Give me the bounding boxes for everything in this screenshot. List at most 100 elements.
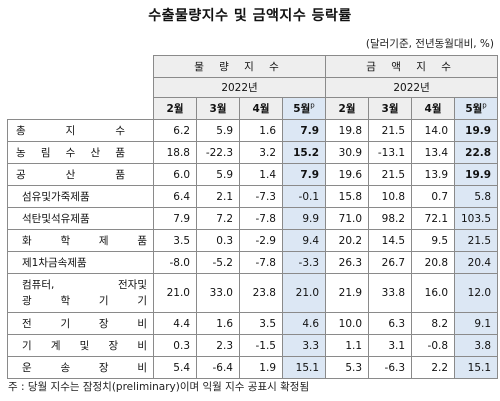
month-label: 5월 (465, 103, 483, 115)
value-cell: 3.8 (454, 334, 499, 357)
value-cell: 3.1 (368, 334, 413, 357)
row-label-text: 농 림 수 산 품 (16, 147, 125, 159)
table-row: 제1차금속제품 -8.0 -5.2 -7.8 -3.3 26.3 26.7 20.8 20.4 (7, 251, 499, 274)
row-label-text: 총 지 수 (16, 125, 125, 137)
month-label: 4월 (252, 103, 270, 115)
volume-index-header: 물 량 지 수 (152, 55, 327, 78)
value-cell: 0.7 (411, 185, 456, 208)
value-cell: 10.0 (325, 312, 370, 335)
value-cell: 19.9 (454, 119, 499, 142)
value-cell: 9.1 (454, 312, 499, 335)
value-month-header: 5월p (454, 97, 499, 120)
value-index-header: 금 액 지 수 (325, 55, 499, 78)
volume-cell: 15.1 (281, 356, 327, 379)
row-label-text: 섬유및가죽제품 (22, 191, 90, 203)
volume-cell: 7.2 (196, 207, 240, 230)
value-year-header: 2022년 (325, 77, 499, 98)
volume-cell: 5.4 (153, 356, 197, 379)
row-label: 석탄및석유제품 (7, 207, 154, 230)
volume-cell: 4.6 (281, 312, 327, 335)
row-label: 운 송 장 비 (7, 356, 154, 379)
row-label: 화 학 제 품 (7, 229, 154, 252)
value-cell: 5.3 (325, 356, 370, 379)
value-cell: 19.8 (325, 119, 370, 142)
volume-cell: 1.9 (239, 356, 283, 379)
table-row: 기 계 및 장 비 0.3 2.3 -1.5 3.3 1.1 3.1 -0.8 3.8 (7, 334, 499, 357)
table-row: 총 지 수 6.2 5.9 1.6 7.9 19.8 21.5 14.0 19.9 (7, 119, 499, 142)
value-cell: 103.5 (454, 207, 499, 230)
volume-cell: 1.4 (239, 163, 283, 186)
row-label: 총 지 수 (7, 119, 154, 142)
value-cell: -6.3 (368, 356, 413, 379)
table-row: 석탄및석유제품 7.9 7.2 -7.8 9.9 71.0 98.2 72.1 103.5 (7, 207, 499, 230)
value-cell: 20.2 (325, 229, 370, 252)
volume-cell: 4.4 (153, 312, 197, 335)
table-row: 섬유및가죽제품 6.4 2.1 -7.3 -0.1 15.8 10.8 0.7 5.8 (7, 185, 499, 208)
volume-cell: -7.8 (239, 207, 283, 230)
row-label-text: 화 학 제 품 (22, 235, 147, 247)
volume-cell: 9.4 (281, 229, 327, 252)
volume-cell: 6.2 (153, 119, 197, 142)
row-label: 섬유및가죽제품 (7, 185, 154, 208)
month-label: 3월 (381, 103, 399, 115)
value-cell: 26.7 (368, 251, 413, 274)
volume-month-header: 3월 (196, 97, 240, 120)
value-cell: 13.9 (411, 163, 456, 186)
value-cell: 13.4 (411, 141, 456, 164)
value-cell: 71.0 (325, 207, 370, 230)
row-label-text: 운 송 장 비 (22, 362, 147, 374)
value-month-header: 3월 (368, 97, 413, 120)
volume-cell: -6.4 (196, 356, 240, 379)
row-label: 전 기 장 비 (7, 312, 154, 335)
value-cell: 20.8 (411, 251, 456, 274)
volume-cell: 15.2 (281, 141, 327, 164)
volume-cell: 2.1 (196, 185, 240, 208)
row-label: 농 림 수 산 품 (7, 141, 154, 164)
value-month-header: 4월 (411, 97, 456, 120)
value-cell: 26.3 (325, 251, 370, 274)
value-cell: 14.0 (411, 119, 456, 142)
value-cell: 15.8 (325, 185, 370, 208)
table-row: 컴퓨터, 전자및 광 학 기 기 21.0 33.0 23.8 21.0 21.9 33.8 1… (7, 273, 499, 313)
row-label-text: 석탄및석유제품 (22, 213, 90, 225)
volume-cell: -22.3 (196, 141, 240, 164)
volume-cell: 3.3 (281, 334, 327, 357)
value-cell: 19.9 (454, 163, 499, 186)
value-cell: 12.0 (454, 273, 499, 313)
table-row: 화 학 제 품 3.5 0.3 -2.9 9.4 20.2 14.5 9.5 21.5 (7, 229, 499, 252)
volume-cell: -0.1 (281, 185, 327, 208)
table-row: 운 송 장 비 5.4 -6.4 1.9 15.1 5.3 -6.3 2.2 15.1 (7, 356, 499, 379)
index-table: 물 량 지 수 금 액 지 수 2022년 2022년 2월 3월 4월 5월p 2월 3… (7, 55, 499, 379)
value-cell: 14.5 (368, 229, 413, 252)
table-row: 공 산 품 6.0 5.9 1.4 7.9 19.6 21.5 13.9 19.9 (7, 163, 499, 186)
volume-cell: 33.0 (196, 273, 240, 313)
volume-cell: 23.8 (239, 273, 283, 313)
row-label: 기 계 및 장 비 (7, 334, 154, 357)
month-label: 2월 (166, 103, 184, 115)
value-cell: 21.9 (325, 273, 370, 313)
value-cell: 22.8 (454, 141, 499, 164)
value-cell: 20.4 (454, 251, 499, 274)
value-cell: 10.8 (368, 185, 413, 208)
value-cell: 15.1 (454, 356, 499, 379)
volume-month-header: 2월 (153, 97, 197, 120)
row-label-text: 전 기 장 비 (22, 318, 147, 330)
value-month-header: 2월 (325, 97, 370, 120)
value-cell: 5.8 (454, 185, 499, 208)
value-cell: 98.2 (368, 207, 413, 230)
volume-cell: 7.9 (153, 207, 197, 230)
volume-month-header: 4월 (239, 97, 283, 120)
value-cell: 1.1 (325, 334, 370, 357)
unit-note: (달러기준, 전년동월대비, %) (365, 38, 494, 50)
row-label-text: 제1차금속제품 (22, 257, 87, 269)
value-cell: 21.5 (368, 119, 413, 142)
value-cell: -0.8 (411, 334, 456, 357)
volume-cell: 2.3 (196, 334, 240, 357)
volume-cell: -5.2 (196, 251, 240, 274)
volume-cell: 6.4 (153, 185, 197, 208)
volume-cell: 7.9 (281, 119, 327, 142)
volume-cell: 6.0 (153, 163, 197, 186)
volume-cell: 7.9 (281, 163, 327, 186)
volume-cell: 1.6 (239, 119, 283, 142)
table-row: 농 림 수 산 품 18.8 -22.3 3.2 15.2 30.9 -13.1 13.4 22… (7, 141, 499, 164)
